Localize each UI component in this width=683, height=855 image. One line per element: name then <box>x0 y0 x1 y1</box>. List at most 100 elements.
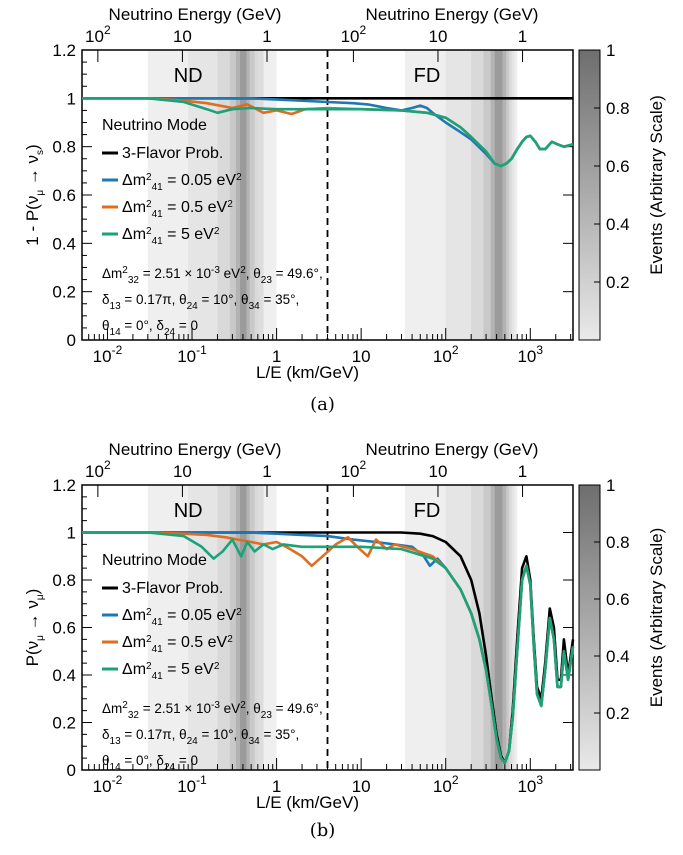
formula-part: 2 <box>240 700 246 711</box>
top-tick-exp: 2 <box>104 23 111 37</box>
formula-part: 14 <box>110 327 122 338</box>
formula-part: = 2.51 × 10 <box>139 701 211 716</box>
formula-part: 14 <box>110 762 122 773</box>
formula-part: 2 <box>146 226 152 237</box>
legend-entry: 3-Flavor Prob. <box>122 580 223 597</box>
formula-part: δ <box>102 292 110 307</box>
param-line-1: Δm232 = 2.51 × 10-3 eV2, θ23 = 49.6°, <box>102 265 323 286</box>
param-line-2: δ13 = 0.17π, θ24 = 10°, θ34 = 35°, <box>102 292 299 312</box>
panel-caption: (a) <box>310 394 335 415</box>
legend-title: Neutrino Mode <box>102 552 207 569</box>
event-shading-band <box>240 485 247 770</box>
colorbar-tick-label: 0.6 <box>606 157 630 176</box>
formula-part: 1 - P(ν <box>23 196 42 246</box>
colorbar-tick-label: 0.6 <box>606 590 630 609</box>
top-tick-base: 10 <box>173 27 192 46</box>
formula-part: 2 <box>227 199 233 210</box>
y-tick-label: 0.4 <box>52 666 76 685</box>
x-axis-label: L/E (km/GeV) <box>256 793 359 812</box>
top-tick-base: 10 <box>173 462 192 481</box>
formula-part: 2 <box>214 661 220 672</box>
region-label-nd: ND <box>174 500 203 522</box>
formula-part: 2 <box>146 199 152 210</box>
formula-part: 41 <box>152 617 164 628</box>
x-tick-label: 102 <box>433 343 459 366</box>
top-axis-label-nd: Neutrino Energy (GeV) <box>109 5 282 24</box>
x-tick-label: 102 <box>433 773 459 796</box>
event-shading-band <box>494 485 503 770</box>
formula-part: 2 <box>240 265 246 276</box>
panel-caption: (b) <box>310 820 336 841</box>
formula-part: 3-Flavor Prob. <box>122 145 223 162</box>
y-tick-label: 0.6 <box>52 186 76 205</box>
formula-part: ) <box>23 589 42 595</box>
x-tick-exp: 3 <box>536 343 543 357</box>
region-label-fd: FD <box>414 500 441 522</box>
x-tick-base: 10 <box>352 777 371 796</box>
colorbar-tick-label: 0.4 <box>606 647 630 666</box>
x-tick-label: 1 <box>272 777 281 796</box>
formula-part: μ <box>35 635 46 641</box>
x-tick-label: 1 <box>272 347 281 366</box>
formula-part: = 49.6°, <box>272 266 323 281</box>
formula-part: -3 <box>211 265 220 276</box>
colorbar-tick-label: 0.8 <box>606 533 630 552</box>
formula-part: 24 <box>164 327 176 338</box>
formula-part: Δm <box>122 226 146 243</box>
top-tick-base: 10 <box>429 462 448 481</box>
formula-part: 24 <box>164 762 176 773</box>
formula-part: Δm <box>122 661 146 678</box>
x-tick-exp: 3 <box>536 773 543 787</box>
formula-part: eV <box>220 701 240 716</box>
param-line-2: δ13 = 0.17π, θ24 = 10°, θ34 = 35°, <box>102 727 299 747</box>
formula-part: = 49.6°, <box>272 701 323 716</box>
top-tick-label: 1 <box>262 27 271 46</box>
x-tick-label: 103 <box>517 773 543 796</box>
formula-part: Δm <box>102 701 122 716</box>
x-tick-exp: -2 <box>112 773 123 787</box>
top-tick-base: 10 <box>341 27 360 46</box>
top-tick-label: 102 <box>341 458 367 481</box>
top-tick-base: 10 <box>85 27 104 46</box>
formula-part: = 0.5 eV <box>163 199 228 216</box>
formula-part: 24 <box>187 736 199 747</box>
formula-part: Δm <box>122 199 146 216</box>
y-tick-label: 1.2 <box>52 41 76 60</box>
formula-part: θ <box>102 318 110 333</box>
formula-part: 24 <box>187 301 199 312</box>
formula-part: Δm <box>122 172 146 189</box>
y-axis-label: P(νμ → νμ) <box>23 589 46 667</box>
formula-part: 13 <box>110 736 122 747</box>
formula-part: → ν <box>23 600 42 635</box>
formula-part: 2 <box>236 172 242 183</box>
formula-part: 23 <box>261 275 273 286</box>
formula-part: = 0.05 eV <box>163 607 237 624</box>
formula-part: = 0.17π, θ <box>121 292 187 307</box>
top-tick-label: 10 <box>429 27 448 46</box>
formula-part: = 5 eV <box>163 226 214 243</box>
y-tick-label: 0.8 <box>52 571 76 590</box>
top-tick-base: 10 <box>341 462 360 481</box>
formula-part: = 0.05 eV <box>163 172 237 189</box>
x-tick-label: 10-2 <box>93 773 123 796</box>
x-tick-base: 10 <box>433 777 452 796</box>
formula-part: 41 <box>152 209 164 220</box>
top-tick-base: 10 <box>429 27 448 46</box>
y-tick-label: 0.6 <box>52 619 76 638</box>
formula-part: s <box>35 150 46 155</box>
colorbar-tick-label: 1 <box>606 41 615 60</box>
formula-part: Δm <box>122 634 146 651</box>
legend-entry: Δm241 = 0.05 eV2 <box>122 172 242 193</box>
x-tick-base: 10 <box>93 347 112 366</box>
dm41-5-line <box>82 97 574 168</box>
x-tick-base: 10 <box>517 777 536 796</box>
formula-part: = 0 <box>175 753 198 768</box>
formula-part: = 10°, θ <box>198 727 249 742</box>
event-shading-band <box>240 50 247 340</box>
colorbar <box>578 49 601 341</box>
top-tick-exp: 2 <box>360 458 367 472</box>
top-axis-label-fd: Neutrino Energy (GeV) <box>366 440 539 459</box>
formula-part: 2 <box>146 634 152 645</box>
